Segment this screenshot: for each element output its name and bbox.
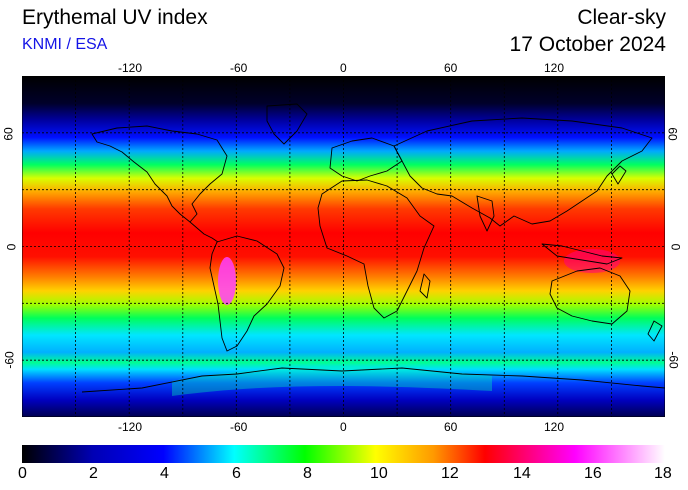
- colorbar-label: 0: [18, 465, 27, 482]
- lat-tick-left: 60: [1, 127, 16, 141]
- antarctic-high-uv: [172, 367, 492, 396]
- map-title: Erythemal UV index: [22, 6, 208, 29]
- lon-tick-top: 60: [444, 61, 458, 75]
- madagascar-coast: [419, 273, 431, 299]
- colorbar-gradient: [22, 445, 665, 463]
- sky-condition-label: Clear-sky: [577, 6, 666, 29]
- coastlines: [81, 103, 665, 393]
- lon-tick-bottom: 0: [340, 420, 347, 434]
- lon-tick-bottom: -120: [118, 420, 143, 434]
- lon-tick-bottom: 120: [544, 420, 565, 434]
- asia-coast: [393, 117, 653, 227]
- antarctica-coast: [81, 367, 665, 393]
- date-label: 17 October 2024: [509, 33, 666, 56]
- colorbar-label: 16: [584, 465, 602, 482]
- indonesia-coast: [541, 243, 623, 265]
- colorbar-label: 4: [160, 465, 169, 482]
- colorbar-label: 14: [513, 465, 531, 482]
- source-label: KNMI / ESA: [22, 36, 108, 53]
- graticule: [22, 76, 665, 417]
- lat-tick-right: -60: [666, 351, 681, 369]
- lon-tick-top: 120: [544, 61, 565, 75]
- lon-tick-top: 0: [340, 61, 347, 75]
- lat-tick-left: 0: [4, 243, 19, 251]
- australia-coast: [549, 267, 631, 325]
- colorbar-label: 10: [370, 465, 388, 482]
- lon-tick-bottom: 60: [444, 420, 458, 434]
- lon-tick-top: -120: [118, 61, 143, 75]
- lat-tick-right: 0: [668, 243, 683, 251]
- colorbar-label: 8: [303, 465, 312, 482]
- lat-tick-left: -60: [2, 351, 17, 369]
- maritime-high-uv: [564, 249, 620, 273]
- india-coast: [476, 195, 495, 232]
- lon-tick-bottom: -60: [230, 420, 248, 434]
- new-zealand-coast: [647, 320, 663, 342]
- colorbar-label: 12: [441, 465, 459, 482]
- colorbar-label: 6: [232, 465, 241, 482]
- europe-coast: [329, 137, 403, 182]
- uv-colorbar: [22, 445, 665, 463]
- lat-tick-right: 60: [665, 127, 680, 141]
- uv-index-map: [22, 76, 665, 417]
- lon-tick-top: -60: [230, 61, 248, 75]
- africa-coast: [317, 179, 435, 319]
- greenland-coast: [266, 103, 308, 145]
- japan-coast: [611, 165, 627, 185]
- andes-high-uv: [218, 257, 236, 305]
- colorbar-label: 2: [89, 465, 98, 482]
- central-america-coast: [189, 221, 219, 243]
- colorbar-label: 18: [654, 465, 672, 482]
- south-america-coast: [209, 235, 285, 352]
- north-america-coast: [91, 125, 228, 223]
